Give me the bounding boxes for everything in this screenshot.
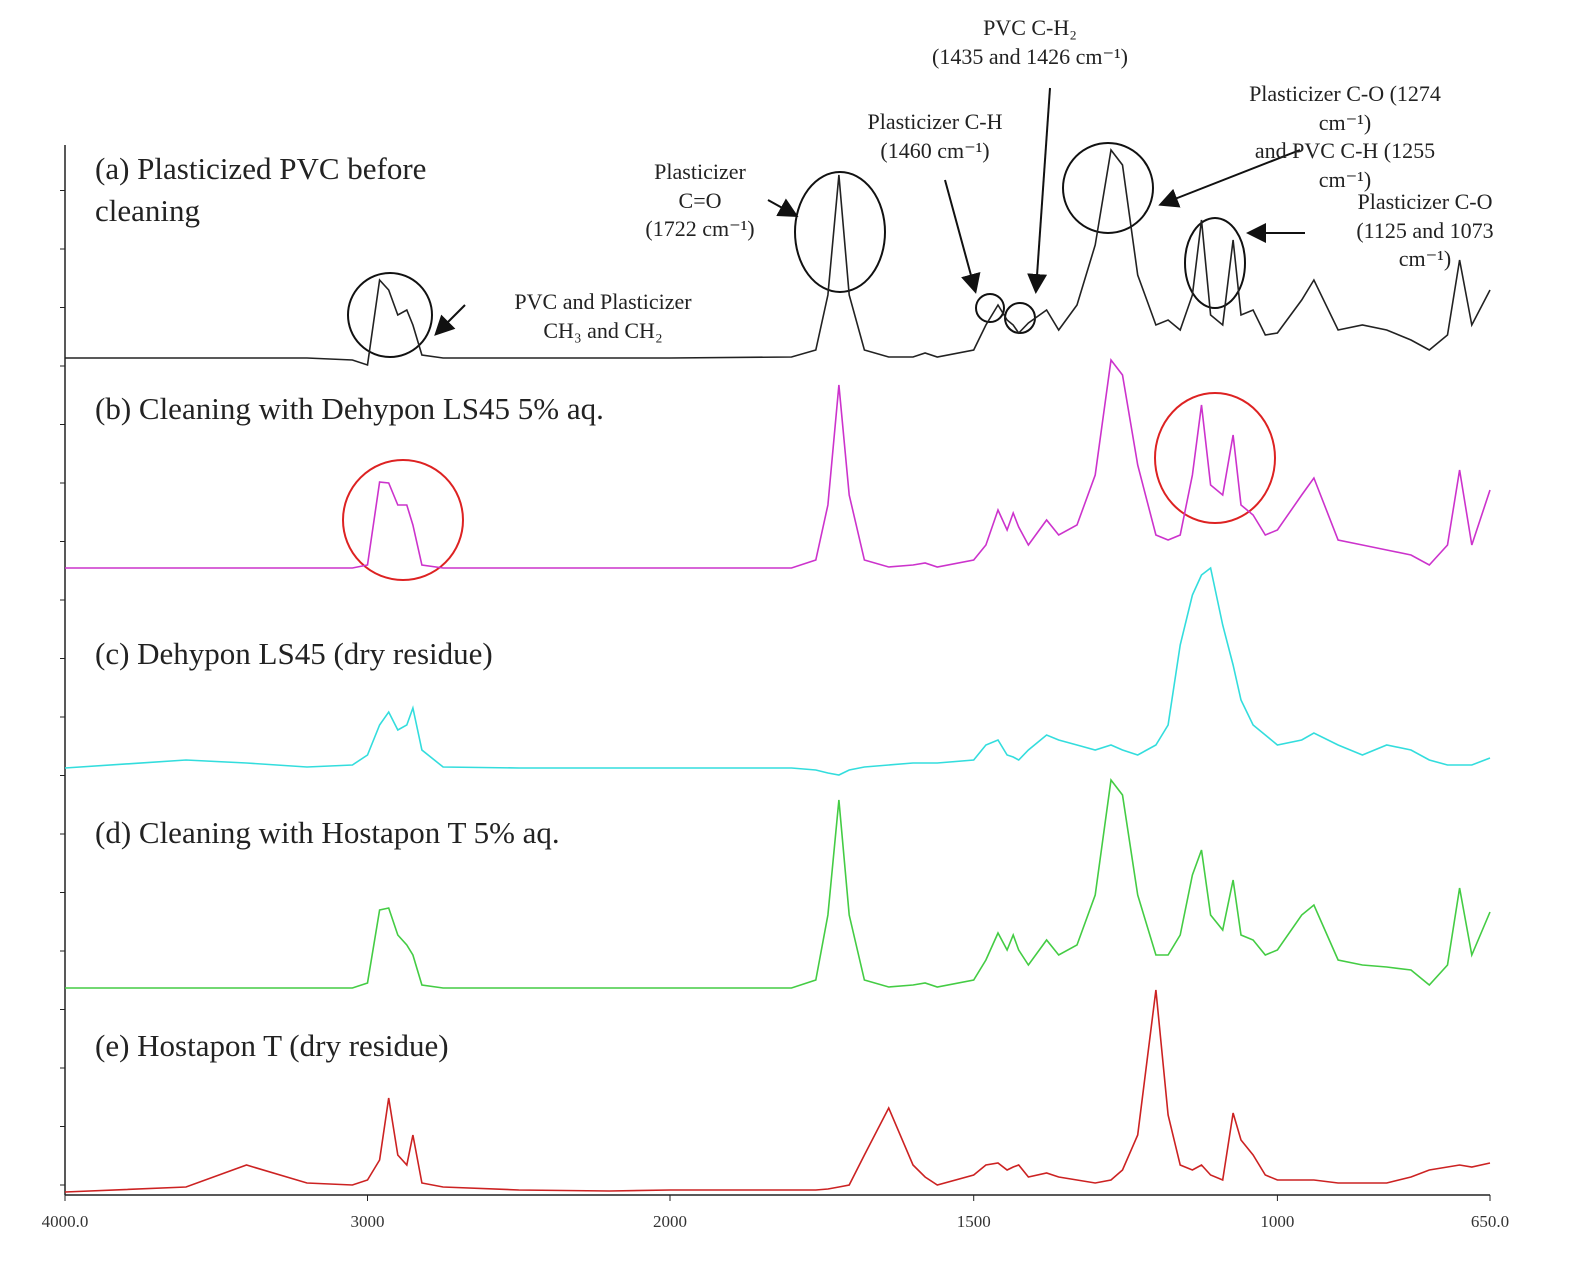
spectrum xyxy=(64,566,1491,776)
annotation: Plasticizer C=O (1722 cm⁻¹) xyxy=(645,159,755,242)
arrow xyxy=(1158,149,1301,208)
annotation: PVC C-H₂ (1435 and 1426 cm⁻¹) xyxy=(931,15,1129,69)
series-label: (c) Dehypon LS45 (dry residue) xyxy=(95,636,493,671)
spectrum xyxy=(64,989,1491,1193)
circle xyxy=(794,171,886,293)
annotation: Plasticizer C-H (1460 cm⁻¹) xyxy=(867,109,1003,163)
arrow xyxy=(944,179,981,294)
x-tick-label: 1000 xyxy=(1260,1212,1294,1231)
callouts xyxy=(342,142,1276,581)
circle xyxy=(1062,142,1154,234)
circle xyxy=(1004,302,1036,334)
annotation: Plasticizer C-O (1274 cm⁻¹) and PVC C-H … xyxy=(1249,81,1441,192)
series-label: (e) Hostapon T (dry residue) xyxy=(95,1028,449,1063)
x-tick-label: 2000 xyxy=(653,1212,687,1231)
circle xyxy=(1184,217,1246,309)
spectrum xyxy=(65,777,1491,989)
annotation: Plasticizer C-O (1125 and 1073 cm⁻¹) xyxy=(1356,189,1494,272)
series-label: (d) Cleaning with Hostapon T 5% aq. xyxy=(95,815,560,850)
circle xyxy=(1154,392,1276,524)
circle xyxy=(342,459,464,581)
spectrum xyxy=(65,357,1491,569)
arrow xyxy=(767,198,799,217)
arrow xyxy=(1027,87,1051,294)
arrow xyxy=(434,304,466,336)
x-tick-label: 650.0 xyxy=(1471,1212,1509,1231)
annotation: PVC and Plasticizer CH₃ and CH₂ xyxy=(514,289,692,343)
arrows xyxy=(434,87,1305,336)
circle xyxy=(975,293,1005,323)
x-tick-label: 3000 xyxy=(351,1212,385,1231)
x-tick-label: 1500 xyxy=(957,1212,991,1231)
spectrum xyxy=(65,148,1491,367)
x-tick-label: 4000.0 xyxy=(42,1212,89,1231)
series-label: (b) Cleaning with Dehypon LS45 5% aq. xyxy=(95,391,604,426)
series-label: (a) Plasticized PVC before cleaning xyxy=(95,151,427,228)
circle xyxy=(347,272,433,358)
